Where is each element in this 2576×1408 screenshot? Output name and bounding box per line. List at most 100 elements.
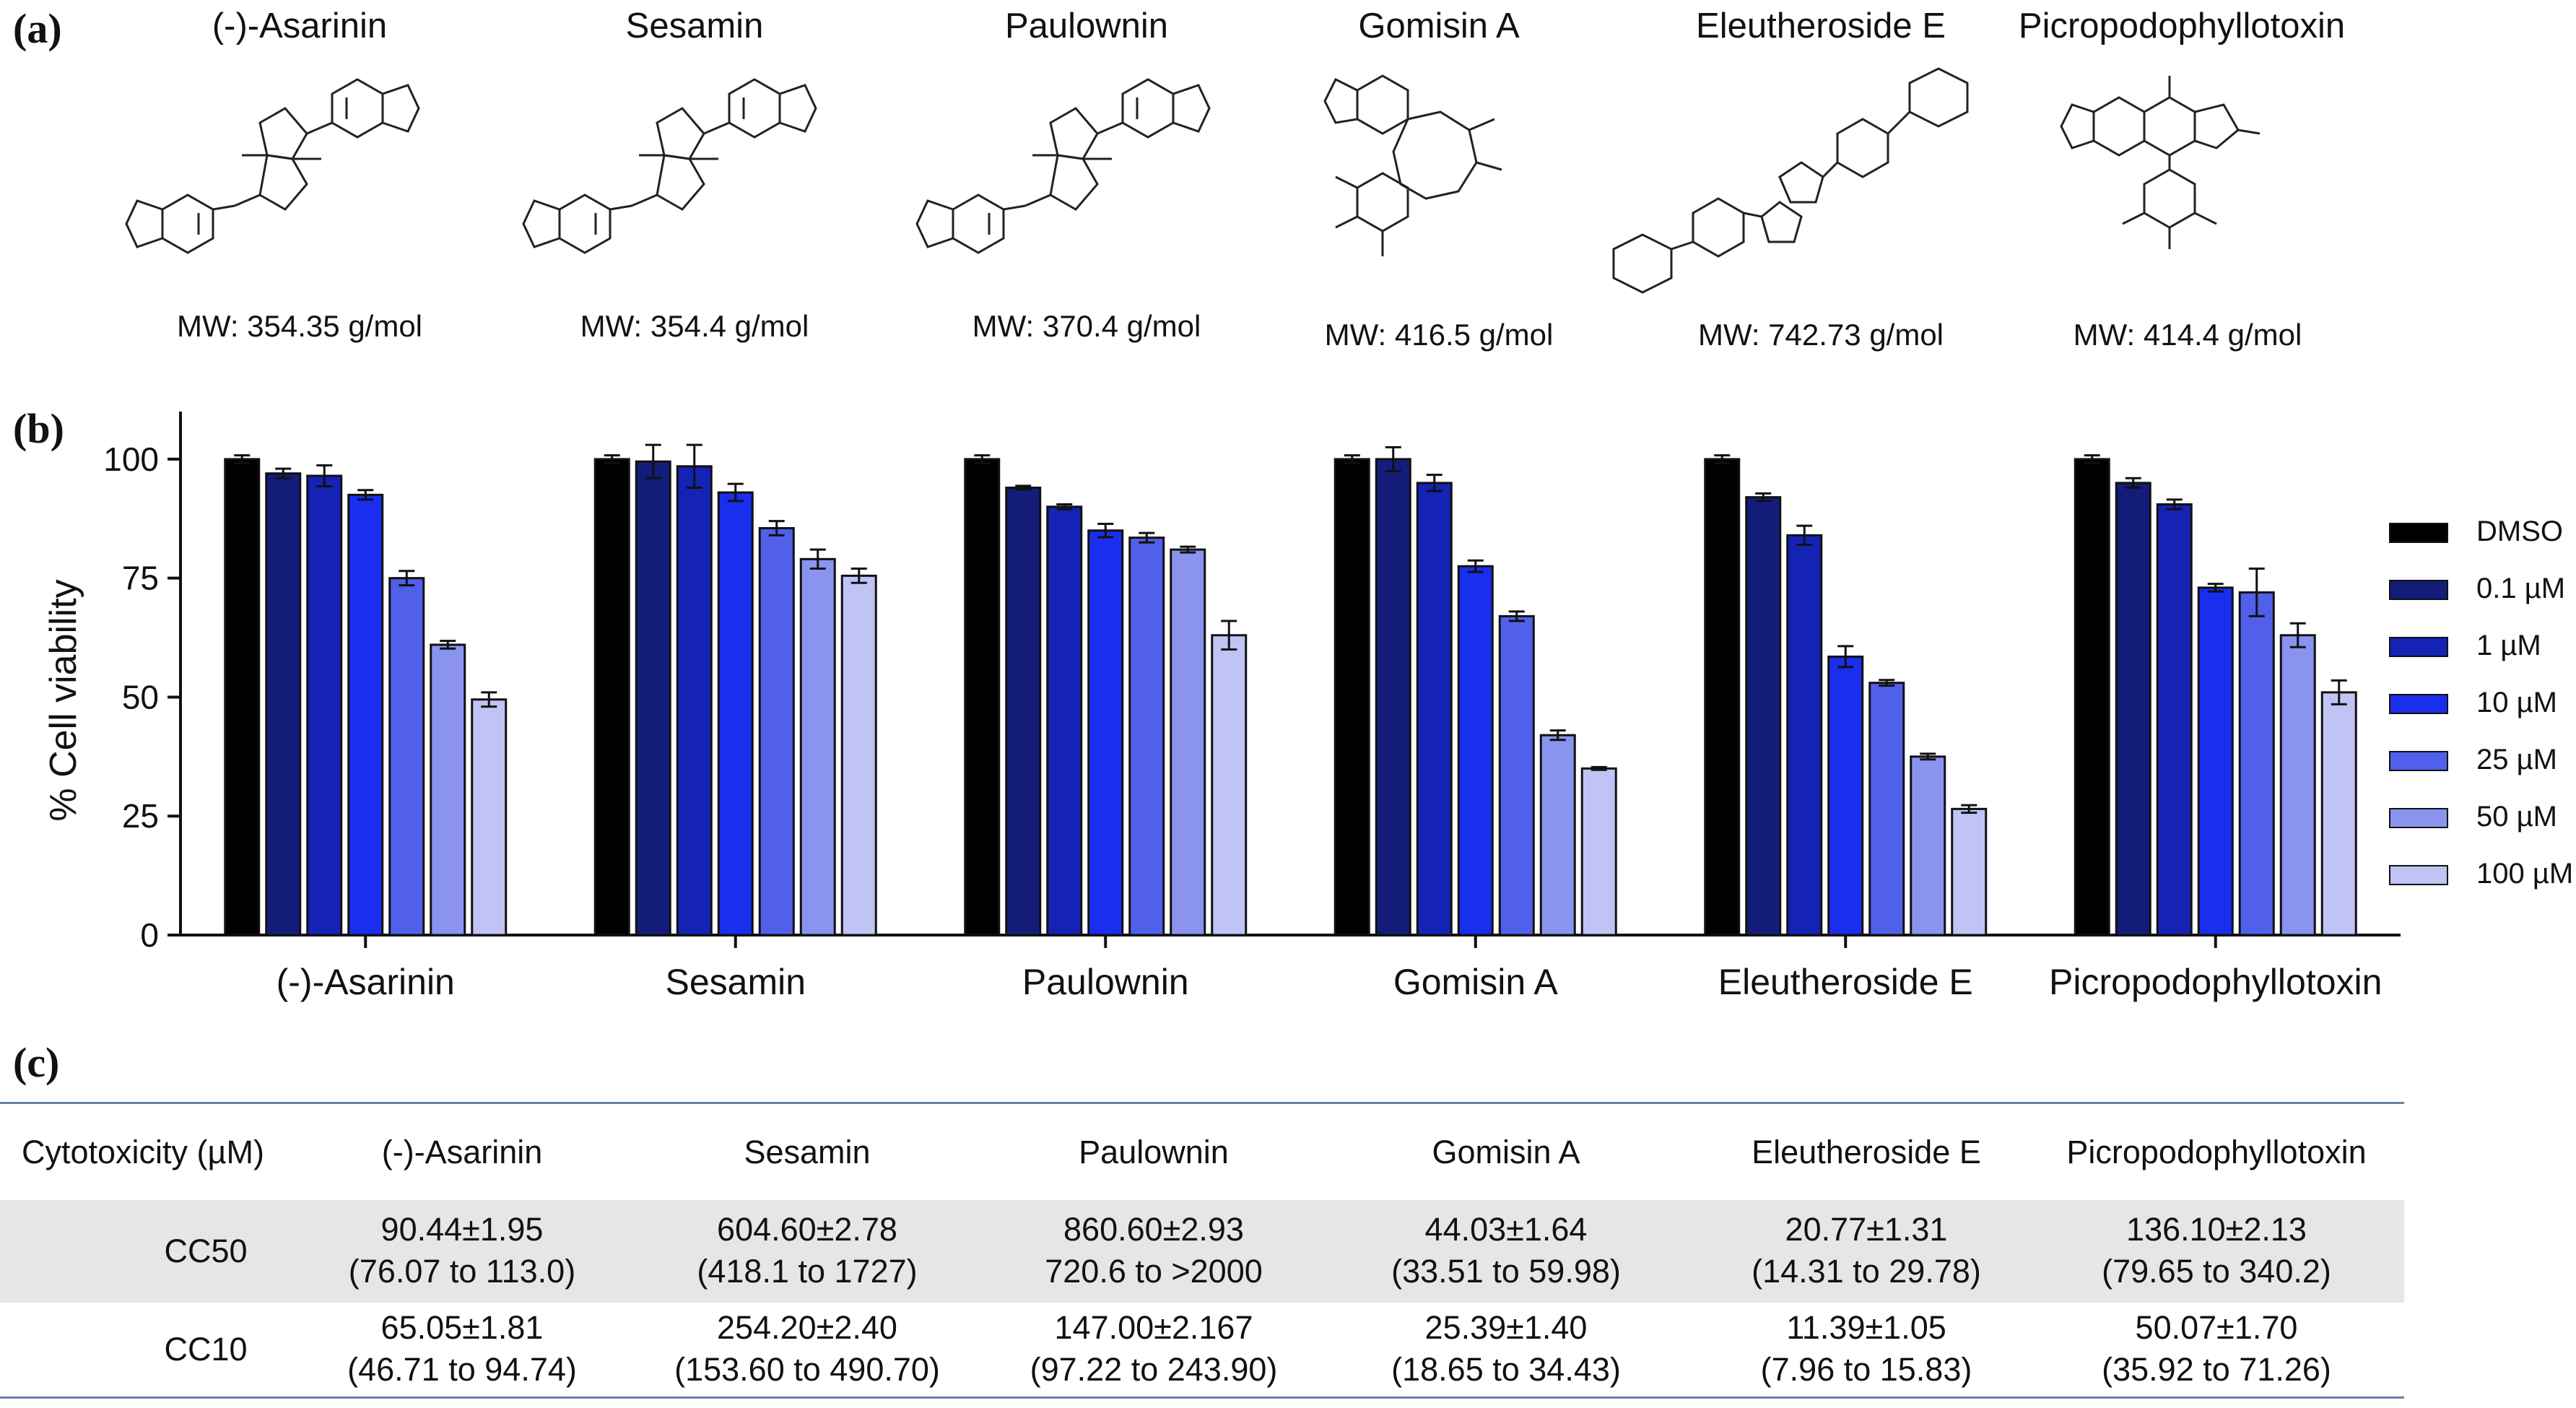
table-row-band [0, 1200, 2404, 1303]
table-header-cell: Eleutheroside E [1752, 1134, 1981, 1170]
bar [840, 574, 877, 937]
table-cell-range: (76.07 to 113.0) [348, 1253, 576, 1290]
legend-swatch [2389, 808, 2448, 828]
asarinin-structure-icon [125, 78, 420, 254]
cell-viability-bar-chart: % Cell viability 0 25 50 75 100 (-)-Asarinin S… [43, 412, 2573, 1002]
table-cell-range: (35.92 to 71.26) [2102, 1351, 2331, 1388]
table-cell: 147.00±2.167 (97.22 to 243.90) [1030, 1307, 1278, 1391]
table-header-cell: (-)-Asarinin [381, 1134, 543, 1170]
bar [2197, 586, 2234, 937]
bar [1786, 534, 1823, 937]
molecular-weight: MW: 416.5 g/mol [1324, 318, 1554, 352]
bar [1005, 486, 1042, 937]
table-row-label: CC50 [164, 1233, 248, 1269]
table-cell-range: (97.22 to 243.90) [1030, 1351, 1278, 1388]
legend-label: 0.1 µM [2476, 573, 2565, 604]
table-header-cell: Cytotoxicity (µM) [22, 1134, 264, 1170]
bar [1128, 536, 1165, 937]
table-cell-range: (418.1 to 1727) [697, 1253, 918, 1290]
legend-swatch [2389, 694, 2448, 714]
bar [1580, 767, 1617, 937]
legend-swatch [2389, 751, 2448, 771]
molecular-weight: MW: 742.73 g/mol [1697, 318, 1944, 352]
table-cell-value: 50.07±1.70 [2135, 1309, 2298, 1346]
bar [265, 472, 302, 937]
bar [1211, 634, 1248, 937]
table-cell-value: 11.39±1.05 [1786, 1309, 1946, 1346]
compound-name: Sesamin [625, 6, 764, 45]
eleutheroside-e-structure-icon [1612, 67, 1969, 294]
bar [593, 458, 630, 937]
bar [1046, 505, 1083, 937]
bar [1745, 496, 1782, 937]
panel-label-a: (a) [13, 5, 62, 52]
table-cell: 90.44±1.95 (76.07 to 113.0) [349, 1209, 575, 1292]
table-cell: 254.20±2.40 (153.60 to 490.70) [674, 1307, 940, 1391]
paulownin-structure-icon [915, 78, 1211, 254]
legend-label: DMSO [2476, 516, 2563, 547]
compound-name: Eleutheroside E [1696, 6, 1946, 45]
bar [676, 465, 713, 937]
table-cell: 44.03±1.64 (33.51 to 59.98) [1391, 1209, 1621, 1292]
bar [2156, 503, 2193, 937]
legend-label: 50 µM [2476, 801, 2557, 833]
legend-swatch [2389, 523, 2448, 543]
bar [1170, 548, 1206, 937]
bar [224, 458, 261, 937]
bar [388, 577, 425, 937]
bar [471, 698, 508, 937]
bar [635, 460, 671, 937]
bar [758, 526, 795, 937]
bar [717, 491, 754, 937]
bar [1827, 655, 1864, 937]
bar [964, 458, 1001, 937]
table-cell-range: (153.60 to 490.70) [674, 1351, 940, 1388]
table-cell-range: (7.96 to 15.83) [1760, 1351, 1972, 1388]
table-cell-range: (79.65 to 340.2) [2102, 1253, 2331, 1290]
table-cell-range: (33.51 to 59.98) [1391, 1253, 1621, 1290]
table-header-cell: Paulownin [1079, 1134, 1229, 1170]
y-tick-label: 100 [103, 440, 159, 478]
table-cell-value: 65.05±1.81 [380, 1309, 544, 1346]
table-cell: 65.05±1.81 (46.71 to 94.74) [347, 1307, 577, 1391]
legend-swatch [2389, 865, 2448, 885]
panel-label-c: (c) [13, 1039, 60, 1086]
bar [1375, 458, 1411, 937]
table-top-rule [0, 1102, 2404, 1104]
molecular-weight: MW: 354.4 g/mol [580, 309, 809, 343]
y-tick-label: 0 [140, 916, 159, 954]
table-cell: 50.07±1.70 (35.92 to 71.26) [2102, 1307, 2331, 1391]
compound-name: Paulownin [1004, 6, 1169, 45]
y-tick-label: 75 [122, 560, 159, 597]
x-tick-label: (-)-Asarinin [277, 962, 455, 1002]
table-header-cell: Gomisin A [1432, 1134, 1580, 1170]
bar [430, 643, 466, 937]
x-tick-label: Paulownin [1022, 962, 1189, 1002]
bar [1333, 458, 1370, 937]
table-cell: 604.60±2.78 (418.1 to 1727) [697, 1209, 917, 1292]
legend-swatch [2389, 580, 2448, 600]
x-tick-label: Sesamin [665, 962, 806, 1002]
x-tick-label: Eleutheroside E [1718, 962, 1973, 1002]
legend-label: 10 µM [2476, 687, 2557, 718]
legend-swatch [2389, 637, 2448, 657]
y-tick-label: 25 [122, 797, 159, 835]
table-cell-range: (46.71 to 94.74) [347, 1351, 577, 1388]
table-cell-value: 90.44±1.95 [380, 1211, 544, 1248]
molecular-weight: MW: 354.35 g/mol [176, 309, 423, 343]
legend-label: 1 µM [2476, 630, 2541, 661]
bar [2238, 591, 2275, 937]
bar [306, 474, 343, 937]
table-row-label: CC10 [164, 1331, 248, 1368]
table-cell-range: 720.6 to >2000 [1045, 1253, 1263, 1290]
y-tick-label: 50 [122, 678, 159, 716]
bar [347, 493, 384, 937]
compound-name: Gomisin A [1358, 6, 1520, 45]
x-tick-label: Gomisin A [1393, 962, 1559, 1002]
bar [1910, 755, 1946, 937]
table-cell-value: 136.10±2.13 [2126, 1211, 2307, 1248]
bar [1704, 458, 1741, 937]
bar [1868, 682, 1905, 937]
bar [1416, 482, 1453, 937]
table-cell-range: (18.65 to 34.43) [1391, 1351, 1621, 1388]
